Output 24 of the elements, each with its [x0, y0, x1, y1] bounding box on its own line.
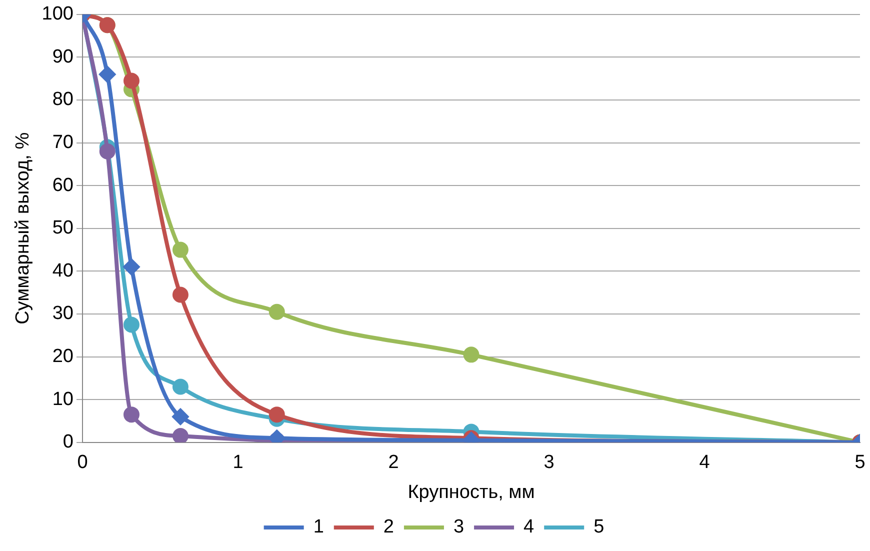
- legend-label: 4: [524, 516, 535, 538]
- x-tick-label: 4: [699, 452, 710, 474]
- x-tick-label: 1: [232, 452, 244, 474]
- y-tick-label: 80: [52, 89, 74, 110]
- legend-label: 3: [453, 516, 464, 538]
- y-tick-label: 0: [62, 432, 74, 453]
- y-tick-label: 10: [52, 388, 74, 410]
- y-tick-label: 90: [52, 46, 74, 68]
- y-tick-label: 70: [52, 132, 74, 154]
- y-tick-label: 60: [52, 174, 74, 196]
- y-tick-label: 30: [52, 303, 74, 324]
- y-axis-title: Суммарный выход, %: [12, 132, 34, 324]
- legend-label: 2: [383, 516, 394, 538]
- y-tick-label: 40: [52, 260, 74, 282]
- legend-label: 5: [594, 516, 604, 538]
- x-tick-label: 5: [854, 452, 866, 474]
- x-axis-title: Крупность, мм: [408, 482, 535, 503]
- x-tick-label: 2: [388, 452, 399, 474]
- legend-label: 1: [313, 516, 324, 538]
- x-tick-label: 0: [77, 452, 88, 474]
- y-tick-label: 50: [52, 218, 74, 239]
- y-tick-label: 100: [42, 4, 74, 25]
- x-tick-label: 3: [544, 452, 554, 474]
- y-tick-label: 20: [52, 346, 74, 368]
